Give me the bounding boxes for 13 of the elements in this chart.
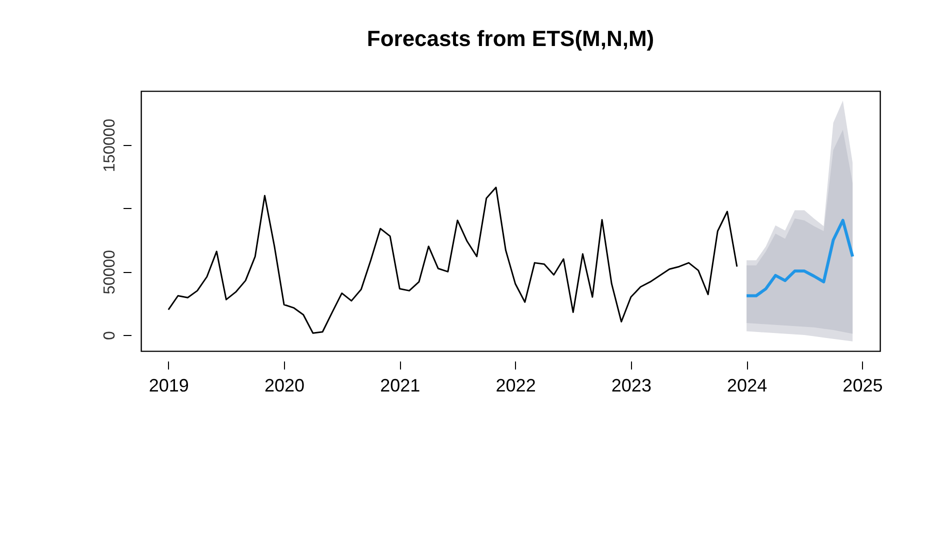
x-tick-label: 2023 <box>611 376 652 396</box>
line-series <box>745 218 854 298</box>
x-tick-label: 2019 <box>148 376 189 396</box>
chart-title: Forecasts from ETS(M,N,M) <box>366 26 654 51</box>
x-tick-label: 2022 <box>496 376 536 396</box>
x-tick-label: 2024 <box>727 376 768 396</box>
line-series <box>168 186 738 334</box>
y-tick-label: 50000 <box>102 250 118 294</box>
x-tick-label: 2025 <box>842 376 883 396</box>
x-tick-label: 2021 <box>380 376 420 396</box>
y-tick-label: 150000 <box>102 118 118 172</box>
y-tick-label: 0 <box>102 330 118 340</box>
x-tick-label: 2020 <box>264 376 305 396</box>
